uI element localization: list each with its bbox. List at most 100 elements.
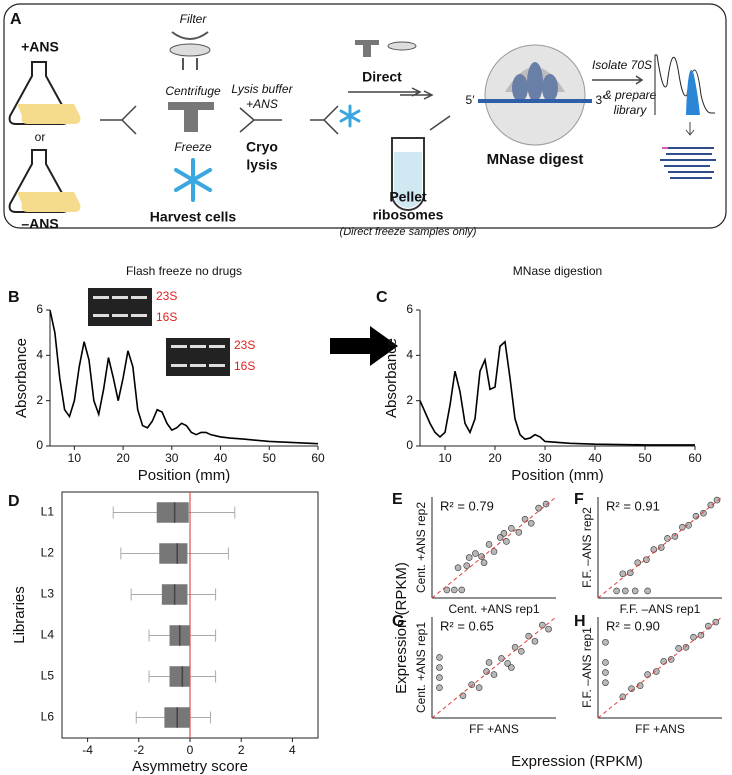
point [602,679,609,686]
x-tick-label: 30 [538,451,552,465]
point [700,509,707,517]
point [631,587,639,595]
centrifuge-icon [355,40,379,57]
label: +ANS [21,39,59,55]
x-tick-label: 2 [238,743,245,757]
x-tick-label: 40 [214,451,228,465]
filter-icon [171,31,209,70]
label: +ANS [246,97,278,111]
trace [654,54,715,115]
split-arrow [310,105,339,135]
gel [166,338,230,376]
point [454,564,462,572]
x-tick-label: 60 [311,451,325,465]
x-axis-label: Asymmetry score [132,758,248,775]
point [472,550,479,557]
panel-a: +ANS or –ANS Filter Centrifuge Freeze Ha… [3,3,727,238]
x-tick-label: 50 [263,451,277,465]
point [626,569,634,577]
filter-icon [387,41,417,51]
point [508,664,515,671]
y-axis-label: Absorbance [13,338,30,418]
point [436,654,443,661]
point [515,529,523,536]
point [613,587,620,595]
snowflake [339,104,361,128]
point [508,525,515,532]
label: Cryo [246,139,278,155]
point [602,669,609,676]
label: Filter [180,12,208,26]
point [652,668,660,675]
point [503,538,510,545]
label: Pellet [389,189,427,205]
point [644,671,651,678]
point [667,656,675,663]
point [436,674,443,681]
label: Lysis buffer [231,82,293,96]
point [490,671,498,678]
point [498,655,505,662]
y-tick-label: 2 [406,393,413,407]
point [619,570,627,578]
line-series [49,309,319,445]
panel-label: C [376,289,388,306]
panel-label: G [392,613,404,630]
point [527,519,535,527]
x-tick-label: 4 [289,743,296,757]
point [459,692,467,700]
point [675,645,682,652]
ribosome-part [512,74,528,102]
point [443,586,451,594]
point [504,660,511,667]
y-tick-label: 4 [406,348,413,362]
identity-line [431,496,557,599]
y-tick-label: L6 [41,710,55,724]
arrow [429,115,451,131]
label: –ANS [21,216,58,232]
point [664,535,671,542]
point [496,534,504,541]
point [657,544,665,551]
panel-label: E [392,491,403,508]
gel-label: 16S [156,310,177,324]
snowflake [174,158,212,202]
x-axis-label: Position (mm) [511,467,604,484]
gel-label: 16S [234,359,255,373]
label: Direct [362,69,402,85]
big-arrow [330,326,398,366]
shared-x-label: Expression (RPKM) [511,753,643,770]
point [485,541,493,548]
gel-bands [93,296,225,367]
point [671,533,679,540]
point [468,681,475,688]
arrow [592,75,644,85]
point [451,586,458,594]
label: Isolate 70S [592,58,652,72]
annotation: R² = 0.79 [440,498,494,513]
point [650,546,658,553]
y-tick-label: 0 [406,438,413,452]
point [660,658,668,665]
y-axis-label: F.F. –ANS rep2 [580,507,594,588]
point [690,633,697,641]
point [500,530,508,537]
point [707,501,715,509]
point [634,559,641,566]
x-axis-label: F.F. –ANS rep1 [620,602,701,616]
chart-title: MNase digestion [513,264,602,278]
trace-selection [686,70,700,115]
identity-line [597,496,723,599]
tube-liquid [394,152,422,208]
x-tick-label: 0 [187,743,194,757]
y-tick-label: 0 [36,438,43,452]
point [480,559,488,566]
y-tick-label: L1 [41,505,55,519]
point [539,621,546,629]
x-tick-label: -4 [82,743,93,757]
point [545,625,552,633]
box [169,666,190,687]
x-axis-label: FF +ANS [635,722,685,736]
panel-label: H [574,613,586,630]
point [525,632,533,640]
